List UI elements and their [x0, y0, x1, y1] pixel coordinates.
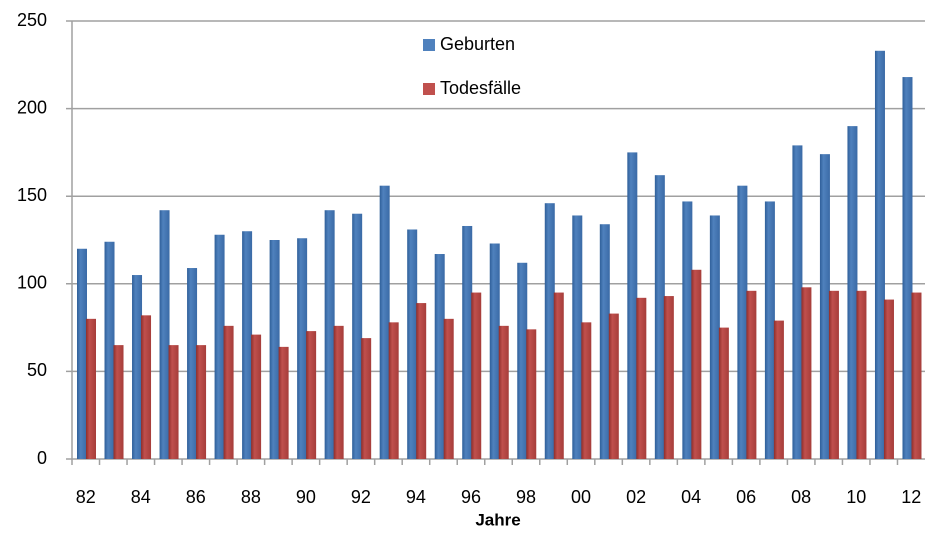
bar: [297, 238, 308, 459]
y-tick-label: 200: [17, 97, 47, 117]
bar: [737, 185, 748, 460]
bar: [902, 77, 913, 460]
x-tick-label: 88: [241, 487, 261, 507]
bar: [333, 325, 344, 459]
bar: [196, 345, 207, 459]
bar: [599, 224, 610, 459]
bar: [187, 268, 198, 459]
y-tick-label: 250: [17, 10, 47, 30]
legend-label: Geburten: [440, 34, 515, 54]
bar: [352, 213, 363, 459]
x-tick-label: 84: [131, 487, 151, 507]
bar: [911, 292, 922, 459]
bar: [434, 254, 445, 459]
bar: [141, 315, 152, 459]
y-tick-label: 100: [17, 273, 47, 293]
bar: [388, 322, 399, 459]
bar: [498, 325, 509, 459]
bar: [608, 313, 619, 459]
legend-swatch: [423, 83, 435, 95]
bar: [324, 210, 335, 459]
bar: [306, 331, 317, 459]
x-tick-label: 10: [846, 487, 866, 507]
y-tick-label: 0: [37, 448, 47, 468]
x-tick-label: 90: [296, 487, 316, 507]
x-tick-label: 06: [736, 487, 756, 507]
bar: [553, 292, 564, 459]
bar: [269, 240, 280, 459]
bar: [278, 346, 289, 459]
x-tick-label: 12: [901, 487, 921, 507]
bar: [682, 201, 693, 459]
x-tick-label: 86: [186, 487, 206, 507]
bar: [801, 287, 812, 459]
bar: [77, 248, 87, 459]
bar: [691, 269, 702, 459]
bar: [104, 241, 115, 459]
bar: [489, 243, 500, 459]
bar: [361, 338, 372, 459]
bar: [627, 152, 638, 459]
bar: [379, 185, 390, 460]
bar: [517, 262, 528, 459]
bar: [471, 292, 482, 459]
bar: [773, 320, 784, 459]
bar: [847, 126, 858, 460]
bar: [86, 318, 96, 459]
y-tick-label: 50: [27, 360, 47, 380]
bar: [407, 229, 418, 459]
bar: [526, 329, 537, 459]
bar: [223, 325, 234, 459]
bar: [883, 299, 894, 459]
bar: [709, 215, 720, 459]
legend-swatch: [423, 39, 435, 51]
legend-label: Todesfälle: [440, 78, 521, 98]
x-tick-label: 00: [571, 487, 591, 507]
bar: [654, 175, 665, 459]
bar: [113, 345, 124, 459]
bar: [242, 231, 253, 459]
bar: [764, 201, 775, 459]
bar: [874, 50, 885, 460]
bar: [828, 290, 839, 459]
bar: [168, 345, 179, 459]
bar: [462, 225, 473, 459]
x-tick-label: 04: [681, 487, 701, 507]
x-axis-label: Jahre: [475, 510, 520, 529]
x-tick-label: 08: [791, 487, 811, 507]
bar: [636, 297, 647, 459]
bar: [159, 210, 170, 459]
x-tick-label: 94: [406, 487, 426, 507]
bar: [251, 334, 262, 459]
bar: [544, 203, 555, 459]
x-tick-label: 82: [76, 487, 96, 507]
x-tick-label: 02: [626, 487, 646, 507]
y-tick-label: 150: [17, 185, 47, 205]
bar: [416, 303, 427, 459]
bar: [132, 275, 143, 459]
bar: [443, 318, 454, 459]
bar: [214, 234, 225, 459]
x-tick-label: 96: [461, 487, 481, 507]
bar: [819, 154, 830, 460]
bar: [792, 145, 803, 459]
bar: [746, 290, 757, 459]
bar: [572, 215, 583, 459]
bar: [718, 327, 729, 459]
x-tick-label: 92: [351, 487, 371, 507]
bar: [663, 296, 674, 459]
bar: [581, 322, 592, 459]
bar: [856, 290, 867, 459]
x-tick-label: 98: [516, 487, 536, 507]
